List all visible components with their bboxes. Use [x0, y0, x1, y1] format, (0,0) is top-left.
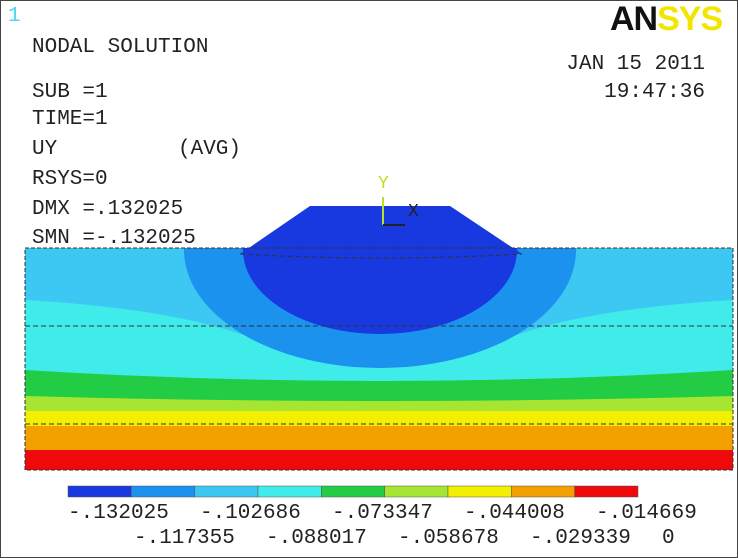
avg-flag: (AVG)	[178, 138, 241, 161]
contour-layers	[25, 248, 733, 470]
legend-swatch	[574, 485, 639, 498]
legend-swatch	[67, 485, 132, 498]
legend-swatch	[257, 485, 322, 498]
date: JAN 15 2011	[566, 53, 705, 76]
logo-sys: SYS	[657, 0, 722, 38]
info-line: DMX =.132025	[32, 198, 183, 221]
legend-label: -.102686	[200, 502, 301, 525]
mesh-line	[239, 253, 523, 259]
legend-label: -.014669	[596, 502, 697, 525]
legend-swatch	[511, 485, 575, 498]
legend-swatch	[131, 485, 195, 498]
info-line: SUB =1	[32, 81, 108, 104]
logo: ANSYS	[610, 0, 722, 38]
triad-x-label: X	[408, 202, 419, 222]
legend-swatch	[194, 485, 259, 498]
legend-label: -.044008	[464, 502, 565, 525]
triad-y-label: Y	[378, 174, 389, 194]
info-line: UY	[32, 138, 58, 161]
band	[25, 450, 733, 470]
window-number: 1	[8, 5, 21, 28]
logo-an: AN	[610, 0, 657, 38]
legend-label: -.058678	[398, 527, 499, 550]
legend-label: -.073347	[332, 502, 433, 525]
mound	[240, 206, 522, 254]
model-outline	[24, 247, 734, 471]
model	[24, 206, 734, 471]
legend-label: 0	[662, 527, 675, 550]
triad: Y X	[378, 174, 419, 226]
time: 19:47:36	[604, 81, 705, 104]
info-line: TIME=1	[32, 108, 108, 131]
legend-swatch	[384, 485, 449, 498]
info-line: RSYS=0	[32, 168, 108, 191]
info-line: SMN =-.132025	[32, 227, 196, 250]
legend-swatch	[447, 485, 512, 498]
legend-label: -.029339	[530, 527, 631, 550]
band	[243, 248, 517, 334]
legend-label: -.088017	[266, 527, 367, 550]
legend-swatch	[321, 485, 385, 498]
legend: -.132025-.117355-.102686-.088017-.073347…	[67, 485, 697, 550]
legend-label: -.117355	[134, 527, 235, 550]
legend-label: -.132025	[68, 502, 169, 525]
plot-title: NODAL SOLUTION	[32, 36, 208, 59]
